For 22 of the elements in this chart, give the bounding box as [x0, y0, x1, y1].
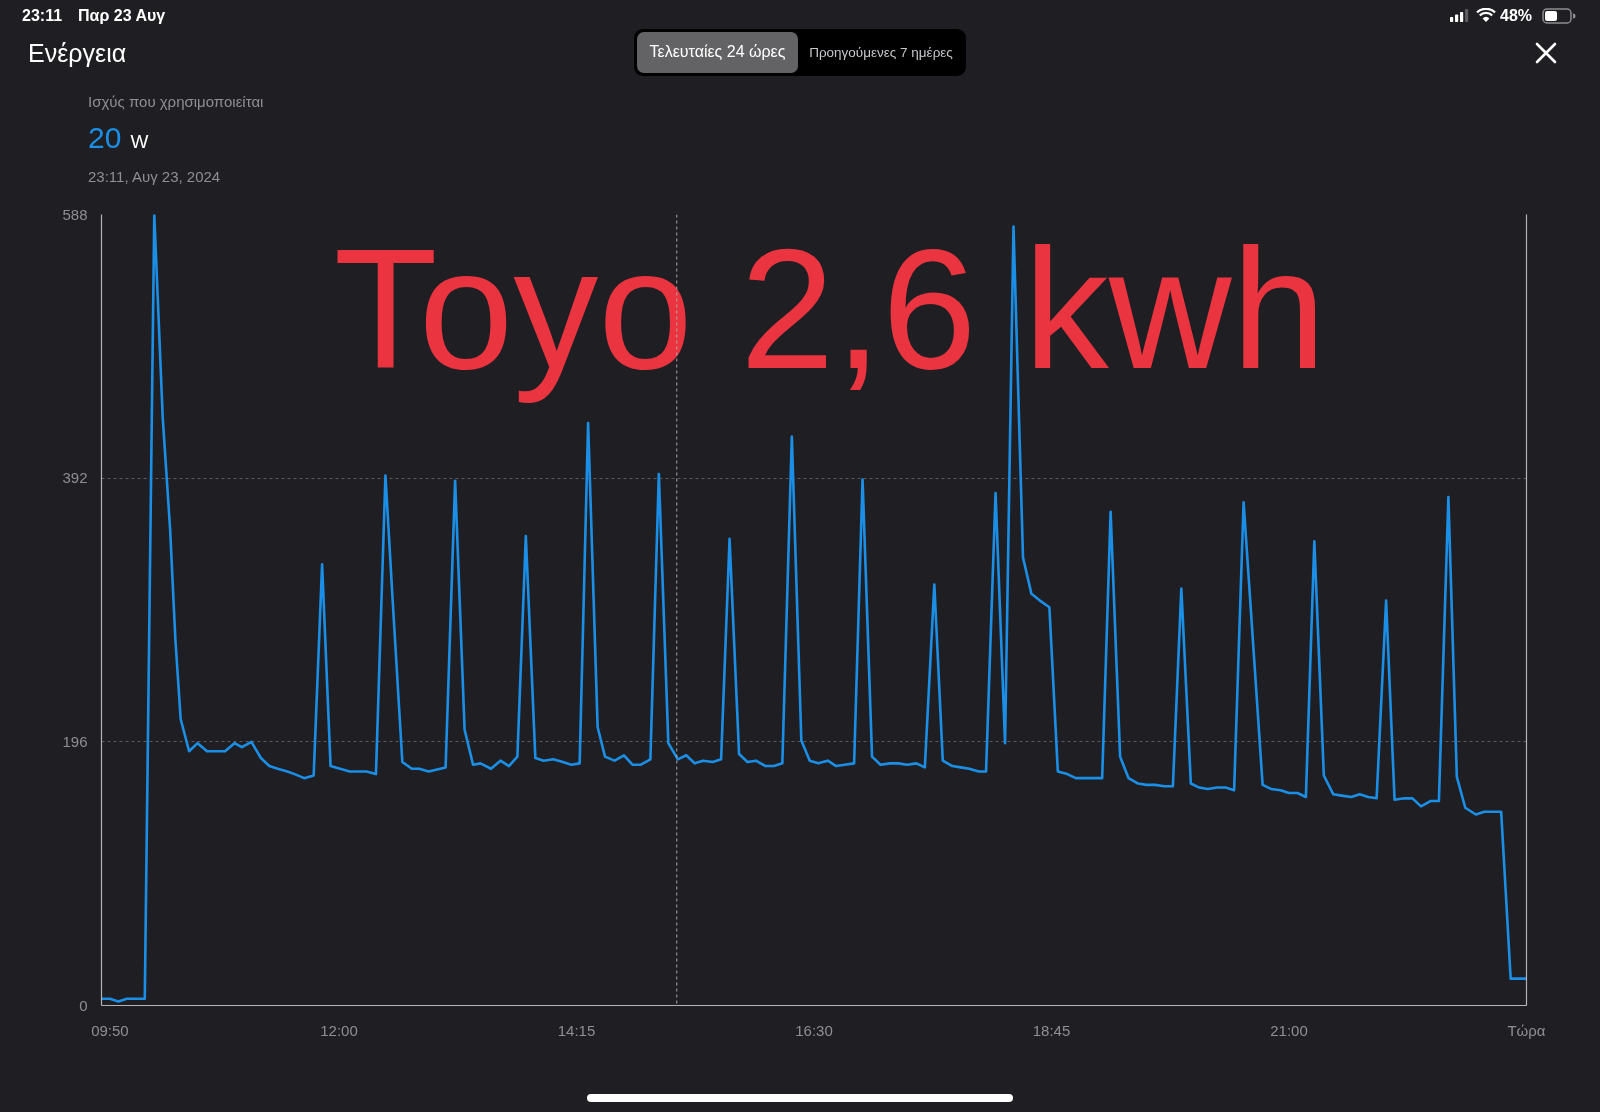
- x-tick-label: 14:15: [557, 1021, 596, 1039]
- y-tick-label: 196: [62, 732, 88, 750]
- x-tick-label: 09:50: [91, 1021, 129, 1039]
- text: Παρ 23 Αυγ: [78, 6, 166, 25]
- text: Τελευταίες 24 ώρες: [649, 42, 786, 63]
- annotation: Toyo 2,6 kwh: [333, 214, 1326, 405]
- y-tick-label: 392: [62, 469, 88, 487]
- y-tick-label: 0: [79, 996, 88, 1014]
- y-tick-label: 588: [62, 205, 88, 223]
- text: 23:11, Αυγ 23, 2024: [88, 168, 221, 186]
- x-tick-label: 16:30: [795, 1021, 833, 1039]
- x-tick-label: 21:00: [1270, 1021, 1308, 1039]
- chart-subtitle: Ισχύς που χρησιμοποιείται: [88, 93, 264, 111]
- chart-title: Ενέργεια: [28, 38, 127, 68]
- text: 20 W: [88, 121, 149, 154]
- x-tick-label: 18:45: [1032, 1021, 1071, 1039]
- x-tick-label: Τώρα: [1507, 1021, 1546, 1039]
- x-tick-label: 12:00: [320, 1021, 358, 1039]
- text: 48%: [1500, 6, 1533, 25]
- text: 23:11: [22, 6, 63, 25]
- line-series: [101, 214, 1527, 1003]
- text: Προηγούμενες 7 ημέρες: [809, 43, 953, 62]
